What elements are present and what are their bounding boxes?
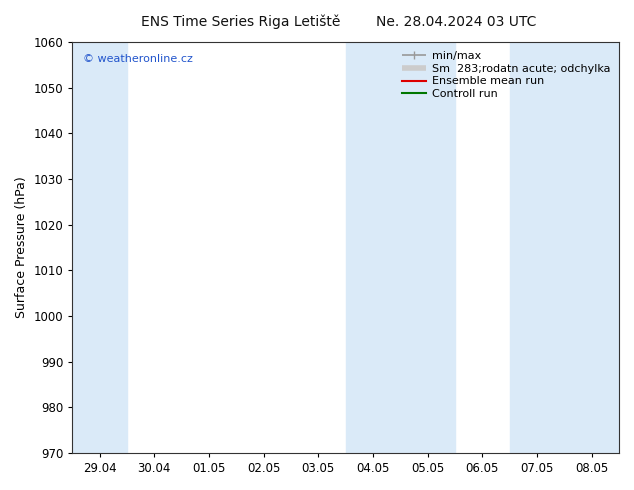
- Bar: [346, 42, 455, 453]
- Text: © weatheronline.cz: © weatheronline.cz: [83, 54, 193, 64]
- Bar: [510, 42, 619, 453]
- Text: Ne. 28.04.2024 03 UTC: Ne. 28.04.2024 03 UTC: [377, 15, 536, 29]
- Legend: min/max, Sm  283;rodatn acute; odchylka, Ensemble mean run, Controll run: min/max, Sm 283;rodatn acute; odchylka, …: [398, 48, 614, 102]
- Bar: [72, 42, 127, 453]
- Y-axis label: Surface Pressure (hPa): Surface Pressure (hPa): [15, 176, 28, 318]
- Text: ENS Time Series Riga Letiště: ENS Time Series Riga Letiště: [141, 15, 340, 29]
